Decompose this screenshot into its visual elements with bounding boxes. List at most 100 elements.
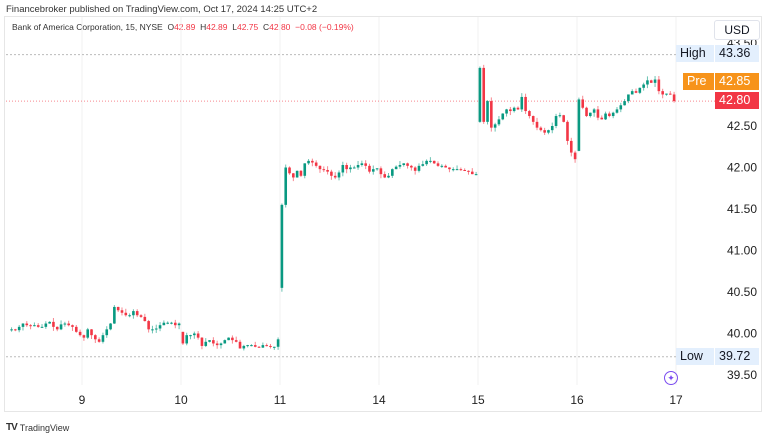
candle-body bbox=[124, 312, 128, 316]
candle-body bbox=[634, 91, 638, 93]
candle-body bbox=[212, 340, 215, 344]
candle-body bbox=[425, 160, 428, 165]
candle-body bbox=[52, 321, 55, 327]
premarket-price-badge: 42.85 bbox=[715, 73, 759, 90]
candle-body bbox=[97, 339, 101, 342]
candle-body bbox=[413, 167, 417, 171]
candle-body bbox=[455, 169, 459, 171]
candle-body bbox=[284, 167, 288, 205]
candle-body bbox=[128, 315, 131, 317]
candle-body bbox=[604, 113, 607, 120]
candle-body bbox=[653, 79, 657, 83]
x-tick-label: 11 bbox=[274, 393, 287, 407]
candle-body bbox=[516, 107, 520, 110]
candle-body bbox=[135, 311, 139, 316]
candle-body bbox=[109, 323, 112, 330]
candle-body bbox=[577, 99, 581, 151]
candle-body bbox=[246, 345, 249, 347]
candle-body bbox=[341, 165, 345, 173]
candle-body bbox=[292, 173, 295, 178]
candle-body bbox=[105, 329, 109, 336]
candle-body bbox=[391, 169, 394, 176]
candle-body bbox=[94, 335, 97, 340]
candle-body bbox=[352, 167, 356, 169]
candle-body bbox=[387, 175, 390, 178]
candle-body bbox=[295, 170, 299, 178]
tradingview-logo: TV TradingView bbox=[6, 422, 70, 433]
candle-body bbox=[29, 325, 32, 327]
candle-body bbox=[269, 345, 272, 347]
candle-body bbox=[486, 101, 489, 122]
candle-body bbox=[204, 341, 208, 346]
candle-body bbox=[132, 311, 135, 316]
candle-body bbox=[543, 130, 546, 133]
candle-body bbox=[459, 169, 463, 171]
candle-body bbox=[470, 171, 474, 175]
open-value: 42.89 bbox=[174, 22, 196, 32]
candle-body bbox=[512, 107, 516, 112]
candle-body bbox=[59, 324, 63, 330]
candle-body bbox=[493, 124, 497, 128]
candle-body bbox=[120, 310, 124, 313]
candle-body bbox=[364, 163, 367, 166]
candle-body bbox=[360, 163, 364, 166]
candle-body bbox=[558, 115, 562, 117]
candle-body bbox=[467, 170, 470, 172]
compare-symbol-icon[interactable]: ✦ bbox=[664, 371, 678, 385]
candle-body bbox=[615, 109, 619, 113]
candle-body bbox=[177, 323, 181, 326]
last-price-badge: 42.80 bbox=[715, 92, 759, 109]
candle-body bbox=[276, 339, 280, 347]
candle-body bbox=[474, 174, 478, 176]
low-label: Low bbox=[676, 348, 714, 365]
candle-body bbox=[223, 340, 227, 344]
premarket-label: Pre bbox=[683, 73, 714, 90]
candle-body bbox=[638, 87, 642, 93]
candle-body bbox=[520, 96, 524, 110]
low-value: 42.75 bbox=[236, 22, 259, 32]
candle-body bbox=[55, 326, 59, 330]
candle-body bbox=[417, 165, 421, 171]
candle-body bbox=[166, 322, 169, 324]
candle-body bbox=[14, 329, 17, 331]
candle-body bbox=[501, 113, 505, 120]
candle-body bbox=[592, 109, 596, 113]
candle-body bbox=[554, 116, 558, 126]
currency-button[interactable]: USD bbox=[714, 20, 760, 40]
candle-body bbox=[410, 165, 413, 168]
candle-body bbox=[143, 316, 147, 322]
candle-body bbox=[227, 337, 230, 341]
candle-body bbox=[116, 306, 120, 311]
symbol-name: Bank of America Corporation, 15, NYSE bbox=[12, 22, 163, 32]
high-value: 42.89 bbox=[206, 22, 228, 32]
candle-body bbox=[261, 345, 265, 348]
candle-body bbox=[528, 111, 531, 117]
candle-body bbox=[547, 130, 550, 133]
candle-body bbox=[619, 105, 623, 110]
candle-body bbox=[630, 91, 634, 95]
candle-body bbox=[311, 160, 314, 163]
x-tick-label: 14 bbox=[372, 393, 386, 407]
x-tick-label: 16 bbox=[570, 393, 584, 407]
candle-body bbox=[303, 163, 307, 176]
candle-body bbox=[299, 170, 303, 176]
candle-body bbox=[181, 331, 185, 344]
candle-body bbox=[208, 340, 211, 342]
y-tick-label: 42.00 bbox=[727, 161, 757, 175]
candle-body bbox=[215, 343, 219, 346]
candle-body bbox=[531, 116, 535, 122]
candle-body bbox=[326, 169, 329, 172]
candle-body bbox=[185, 335, 189, 344]
candle-body bbox=[421, 164, 425, 166]
candle-body bbox=[48, 321, 51, 324]
candle-body bbox=[25, 323, 29, 326]
y-tick-label: 40.50 bbox=[727, 285, 757, 299]
candle-body bbox=[661, 91, 664, 95]
candle-body bbox=[333, 175, 337, 178]
candle-body bbox=[375, 168, 379, 170]
candle-body bbox=[562, 115, 565, 122]
chart-frame[interactable] bbox=[4, 16, 762, 412]
candle-body bbox=[272, 346, 276, 348]
candle-body bbox=[383, 174, 387, 178]
